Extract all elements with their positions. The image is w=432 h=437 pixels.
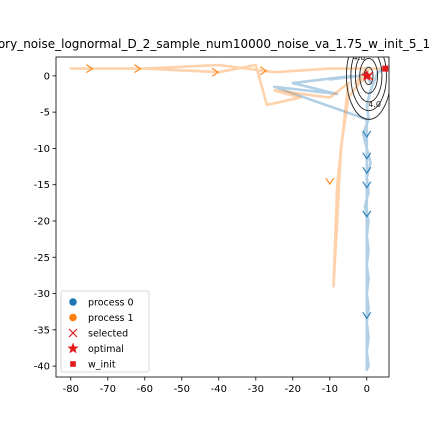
y-tick-label-7: -35 — [34, 325, 50, 336]
x-tick-label-4: -40 — [211, 384, 227, 395]
x-tick-label-3: -50 — [174, 384, 190, 395]
legend-label-2: selected — [88, 329, 128, 340]
direction-arrow-0 — [362, 311, 372, 320]
contour-ring-4 — [346, 57, 389, 120]
legend-box — [60, 290, 150, 373]
x-tick-label-1: -70 — [100, 384, 116, 395]
series-line-1 — [69, 63, 387, 288]
legend-marker-1 — [69, 313, 77, 322]
x-tick-label-0: -80 — [63, 384, 79, 395]
contour-ring-3 — [350, 57, 387, 112]
legend-label-1: process 1 — [88, 313, 134, 324]
w-init-marker — [382, 65, 389, 72]
contour-label-0: 4.0 — [353, 53, 366, 62]
y-tick-label-4: -20 — [34, 216, 50, 227]
x-tick-label-6: -20 — [285, 384, 301, 395]
direction-arrow-3 — [362, 166, 372, 175]
x-tick-label-8: 0 — [364, 384, 370, 395]
y-tick-label-3: -15 — [34, 180, 50, 191]
optimal-marker — [361, 69, 373, 81]
y-tick-label-0: 0 — [44, 71, 50, 82]
legend-marker-4 — [70, 361, 76, 367]
direction-arrow-7 — [134, 64, 142, 74]
contour-ring-2 — [354, 57, 383, 103]
x-tick-label-7: -10 — [322, 384, 338, 395]
y-tick-label-2: -10 — [34, 144, 50, 155]
x-tick-label-5: -30 — [248, 384, 264, 395]
direction-arrow-8 — [211, 67, 220, 77]
direction-arrow-4 — [362, 152, 372, 160]
y-tick-label-1: -5 — [40, 108, 50, 119]
y-tick-label-8: -40 — [34, 362, 50, 373]
direction-arrow-1 — [362, 210, 372, 218]
legend-marker-0 — [69, 298, 77, 306]
contour-label-1: 4.0 — [368, 100, 381, 109]
plot-frame — [55, 56, 390, 378]
y-tick-label-5: -25 — [34, 253, 50, 264]
x-tick-label-2: -60 — [137, 384, 153, 395]
direction-arrow-2 — [362, 181, 372, 189]
legend-label-3: optimal — [88, 344, 124, 355]
direction-arrow-5 — [362, 130, 372, 138]
legend-marker-3 — [67, 342, 79, 354]
chart-title: ory_noise_lognormal_D_2_sample_num10000_… — [0, 37, 430, 51]
selected-marker — [364, 71, 374, 81]
contour-ring-1 — [359, 58, 378, 94]
direction-arrow-10 — [325, 177, 335, 186]
legend: process 0 process 1 selected optimal w_init — [60, 290, 150, 373]
series-line-0 — [272, 67, 387, 372]
y-tick-label-6: -30 — [34, 289, 50, 300]
direction-arrow-6 — [85, 64, 94, 74]
legend-label-4: w_init — [88, 360, 116, 371]
legend-label-0: process 0 — [88, 298, 134, 309]
legend-marker-2 — [68, 328, 78, 338]
axes: -80 -70 -60 -50 -40 -30 -20 -10 0 0 -5 -10 -15 -20 -25… — [34, 56, 390, 395]
plot-area: 4.0 4.0 — [69, 53, 389, 372]
direction-arrow-9 — [259, 66, 268, 76]
